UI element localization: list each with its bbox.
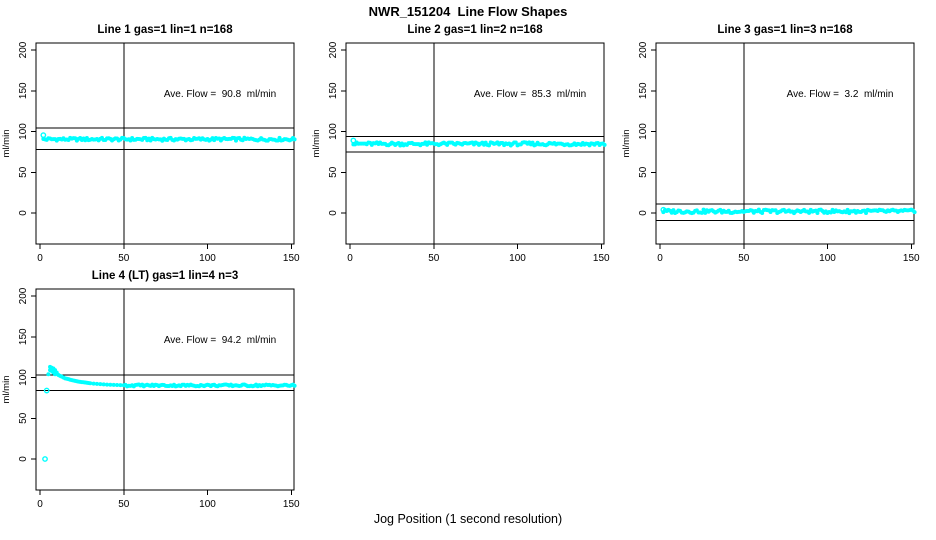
data-points	[660, 206, 917, 216]
y-tick-label: 100	[638, 123, 649, 140]
panel-line3-ave-flow-annotation: Ave. Flow = 3.2 ml/min	[786, 89, 894, 100]
data-point-open	[42, 456, 48, 462]
axes: 0 50 100 150 200 0 50 100 150 ml/min	[621, 41, 920, 264]
reference-lines	[36, 289, 294, 490]
plot-box	[655, 42, 915, 245]
data-points	[40, 132, 297, 143]
x-tick-label: 150	[593, 253, 610, 264]
data-point	[121, 383, 126, 388]
y-axis-label: ml/min	[1, 376, 12, 404]
x-tick-label: 50	[118, 499, 130, 510]
data-point	[118, 383, 123, 388]
x-tick-label: 50	[118, 253, 130, 264]
y-tick-label: 100	[18, 123, 29, 140]
panel-line2-plot: 0 50 100 150 200 0 50 100 150 ml/min	[311, 41, 610, 264]
panel-line2-ave-flow-annotation: Ave. Flow = 85.3 ml/min	[473, 89, 587, 100]
axes: 0 50 100 150 200 0 50 100 150 ml/min	[311, 41, 610, 264]
figure-title: NWR_151204 Line Flow Shapes	[368, 4, 568, 19]
data-point	[111, 382, 116, 387]
figure-x-axis-label: Jog Position (1 second resolution)	[373, 512, 563, 526]
x-tick-label: 100	[819, 253, 836, 264]
y-tick-label: 50	[18, 412, 29, 424]
x-tick-label: 150	[903, 253, 920, 264]
axes: 0 50 100 150 200 0 50 100 150 ml/min	[1, 41, 300, 264]
x-tick-label: 100	[199, 499, 216, 510]
y-tick-label: 150	[18, 328, 29, 345]
panel-line1-plot: 0 50 100 150 200 0 50 100 150 ml/min	[1, 41, 300, 264]
axes: 0 50 100 150 200 0 50 100 150 ml/min	[1, 287, 300, 510]
data-point	[88, 381, 93, 386]
data-point-open	[660, 206, 667, 213]
y-tick-label: 150	[328, 82, 339, 99]
y-tick-label: 0	[18, 210, 29, 216]
x-tick-label: 0	[37, 499, 43, 510]
y-tick-label: 100	[18, 369, 29, 386]
data-point	[701, 207, 706, 212]
panel-line4-plot: 0 50 100 150 200 0 50 100 150 ml/min	[1, 287, 300, 510]
data-point	[815, 210, 820, 215]
y-tick-label: 200	[328, 41, 339, 58]
y-tick-label: 50	[328, 166, 339, 178]
x-tick-label: 150	[283, 253, 300, 264]
data-point	[94, 381, 99, 386]
panel-line4-ave-flow-annotation: Ave. Flow = 94.2 ml/min	[163, 335, 277, 346]
y-axis-label: ml/min	[1, 130, 12, 158]
data-point	[91, 381, 96, 386]
y-tick-label: 100	[328, 123, 339, 140]
plot-box	[35, 288, 295, 491]
data-point	[864, 211, 869, 216]
data-point	[760, 210, 765, 215]
plot-box	[35, 42, 295, 245]
data-point	[105, 382, 109, 387]
data-point	[602, 142, 607, 147]
data-point	[98, 382, 103, 387]
x-tick-label: 150	[283, 499, 300, 510]
panel-line3-plot: 0 50 100 150 200 0 50 100 150 ml/min	[621, 41, 920, 264]
data-point	[487, 143, 492, 148]
x-tick-label: 0	[37, 253, 43, 264]
y-tick-label: 150	[18, 82, 29, 99]
y-tick-label: 0	[18, 456, 29, 462]
data-point	[699, 210, 704, 215]
panel-line1-ave-flow-annotation: Ave. Flow = 90.8 ml/min	[163, 89, 277, 100]
data-point-open	[40, 132, 47, 139]
data-point	[108, 382, 113, 387]
y-axis-label: ml/min	[311, 130, 322, 158]
data-point-open	[350, 137, 357, 144]
data-point	[292, 137, 297, 142]
panel-line4-title: Line 4 (LT) gas=1 lin=4 n=3	[91, 270, 239, 282]
data-point	[46, 372, 51, 377]
reference-lines	[36, 43, 294, 244]
data-point	[115, 382, 120, 387]
x-tick-label: 0	[347, 253, 353, 264]
panel-line3-title: Line 3 gas=1 lin=3 n=168	[717, 24, 853, 36]
y-tick-label: 0	[638, 210, 649, 216]
y-tick-label: 0	[328, 210, 339, 216]
data-points	[350, 137, 607, 148]
x-tick-label: 50	[738, 253, 750, 264]
y-tick-label: 200	[638, 41, 649, 58]
data-point-open	[43, 387, 50, 394]
y-tick-label: 200	[18, 287, 29, 304]
panel-line2-title: Line 2 gas=1 lin=2 n=168	[407, 24, 543, 36]
x-tick-label: 100	[199, 253, 216, 264]
data-point	[912, 210, 917, 215]
y-tick-label: 50	[18, 166, 29, 178]
x-tick-label: 0	[657, 253, 663, 264]
data-point	[845, 207, 850, 212]
y-tick-label: 200	[18, 41, 29, 58]
x-tick-label: 100	[509, 253, 526, 264]
x-tick-label: 50	[428, 253, 440, 264]
panel-line1-title: Line 1 gas=1 lin=1 n=168	[97, 24, 233, 36]
data-point	[101, 382, 106, 387]
y-tick-label: 50	[638, 166, 649, 178]
y-axis-label: ml/min	[621, 130, 632, 158]
data-point	[292, 383, 297, 388]
data-point	[807, 210, 812, 215]
data-points	[42, 364, 297, 462]
y-tick-label: 150	[638, 82, 649, 99]
data-point	[513, 140, 518, 145]
